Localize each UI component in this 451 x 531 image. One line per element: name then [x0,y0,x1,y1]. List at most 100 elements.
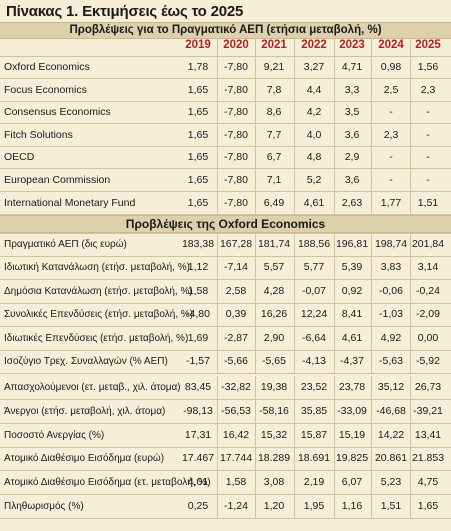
column-divider [255,38,256,214]
value-cell: 15,19 [338,428,366,441]
row-label: Ατομικό Διαθέσιμο Εισόδημα (ευρώ) [4,453,165,465]
value-cell: 1,65 [187,83,209,96]
value-cell: 6,07 [341,476,363,489]
value-cell: 1,65 [187,151,209,164]
value-cell: 3,6 [344,174,360,186]
column-divider [334,376,335,519]
value-cell: 16,42 [222,428,250,441]
table-row: Συνολικές Επενδύσεις (ετήσ. μεταβολή, %)… [0,303,451,326]
value-cell: 3,27 [303,61,325,73]
value-cell: -4,37 [340,355,364,367]
value-cell: -33,09 [337,404,367,417]
value-cell: 1,65 [187,174,209,186]
row-divider [0,168,451,170]
column-divider [371,376,372,519]
value-cell: -7,80 [224,128,248,141]
value-cell: -39,21 [413,404,443,417]
row-label: Άνεργοι (ετήσ. μεταβολή, χιλ. άτομα) [4,405,166,417]
row-label: OECD [4,151,35,164]
value-cell: -7,80 [224,106,248,119]
row-divider [0,302,451,304]
value-cell: 1,65 [187,106,209,119]
value-cell: 2,63 [341,196,363,209]
value-cell: 1,20 [263,500,285,512]
value-cell: 183,38 [181,238,215,250]
row-divider [0,78,451,79]
value-cell: -7,14 [224,261,248,274]
row-label: Συνολικές Επενδύσεις (ετήσ. μεταβολή, %) [4,309,194,321]
row-divider [0,279,451,281]
value-cell: 3,5 [344,106,360,119]
value-cell: 6,7 [266,151,282,164]
value-cell: 1,12 [187,261,209,274]
column-divider [334,38,335,214]
value-cell: 6,49 [263,196,285,209]
value-cell: 2,3 [383,128,399,141]
value-cell: 2,58 [225,284,247,297]
value-cell: -1,03 [379,308,403,321]
row-divider [0,373,451,374]
year-header-2025: 2025 [415,39,441,51]
value-cell: 23,78 [338,381,366,393]
value-cell: -7,80 [224,174,248,186]
value-cell: - [426,106,430,119]
value-cell: 1,65 [187,196,209,209]
value-cell: 3,83 [380,261,402,274]
column-divider [217,38,218,214]
row-label: Πληθωρισμός (%) [4,501,84,512]
column-divider [255,233,256,373]
row-label: Fitch Solutions [4,128,73,141]
value-cell: 4,8 [306,151,322,164]
row-label: Ισοζύγιο Τρεχ. Συναλλαγών (% ΑΕΠ) [4,356,168,367]
row-label: Ατομικό Διαθέσιμο Εισόδημα (ετ. μεταβολή… [4,477,211,489]
row-divider [0,123,451,125]
row-label: Απασχολούμενοι (ετ. μεταβ., χιλ. άτομα) [4,382,181,393]
value-cell: -5,66 [224,355,248,367]
value-cell: 201,84 [411,238,445,250]
row-label: European Commission [4,174,111,186]
value-cell: -4,13 [302,355,326,367]
year-header-2021: 2021 [261,39,287,51]
table-row: Ισοζύγιο Τρεχ. Συναλλαγών (% ΑΕΠ) -1,57 -5… [0,350,451,373]
value-cell: -32,82 [221,381,251,393]
value-cell: -5,92 [416,355,440,367]
column-divider [294,38,295,214]
table-row: Ατομικό Διαθέσιμο Εισόδημα (ευρώ) 17.467 1… [0,447,451,470]
row-divider [0,494,451,496]
value-cell: 0,92 [341,284,363,297]
value-cell: 7,7 [266,128,282,141]
table-row: Απασχολούμενοι (ετ. μεταβ., χιλ. άτομα) 8… [0,376,451,399]
table-row: Oxford Economics 1,78 -7,80 9,21 3,27 4,71 0,9… [0,56,451,78]
value-cell: 1,58 [187,284,209,297]
row-divider [0,233,451,234]
row-label: Πραγματικό ΑΕΠ (δις ευρώ) [4,239,127,250]
value-cell: 3,14 [417,261,439,274]
value-cell: - [426,174,430,186]
table-row: Ιδιωτική Κατανάλωση (ετήσ. μεταβολή, %) 1… [0,256,451,279]
value-cell: 17.744 [219,452,253,465]
row-divider [0,326,451,328]
column-divider [371,233,372,373]
table-row: Consensus Economics 1,65 -7,80 8,6 4,2 3,5 - - [0,101,451,123]
value-cell: -98,13 [183,404,213,417]
table-row: Ποσοστό Ανεργίας (%) 17,31 16,42 15,32 15,87… [0,424,451,447]
value-cell: -0,06 [379,284,403,297]
row-divider [0,213,451,215]
value-cell: -1,24 [224,500,248,512]
value-cell: -5,63 [379,355,403,367]
value-cell: 35,85 [300,404,328,417]
value-cell: 83,45 [184,381,212,393]
value-cell: 1,16 [341,500,363,512]
value-cell: 1,58 [225,476,247,489]
value-cell: 0,98 [380,61,402,73]
value-cell: 3,6 [344,128,360,141]
value-cell: 3,08 [263,476,285,489]
year-header-row: 2019 2020 2021 2022 2023 2024 2025 [0,38,451,55]
value-cell: -46,68 [376,404,406,417]
value-cell: -58,16 [259,404,289,417]
row-divider [0,422,451,424]
value-cell: 181,74 [257,238,291,250]
value-cell: -2,87 [224,331,248,344]
value-cell: -7,80 [224,83,248,96]
